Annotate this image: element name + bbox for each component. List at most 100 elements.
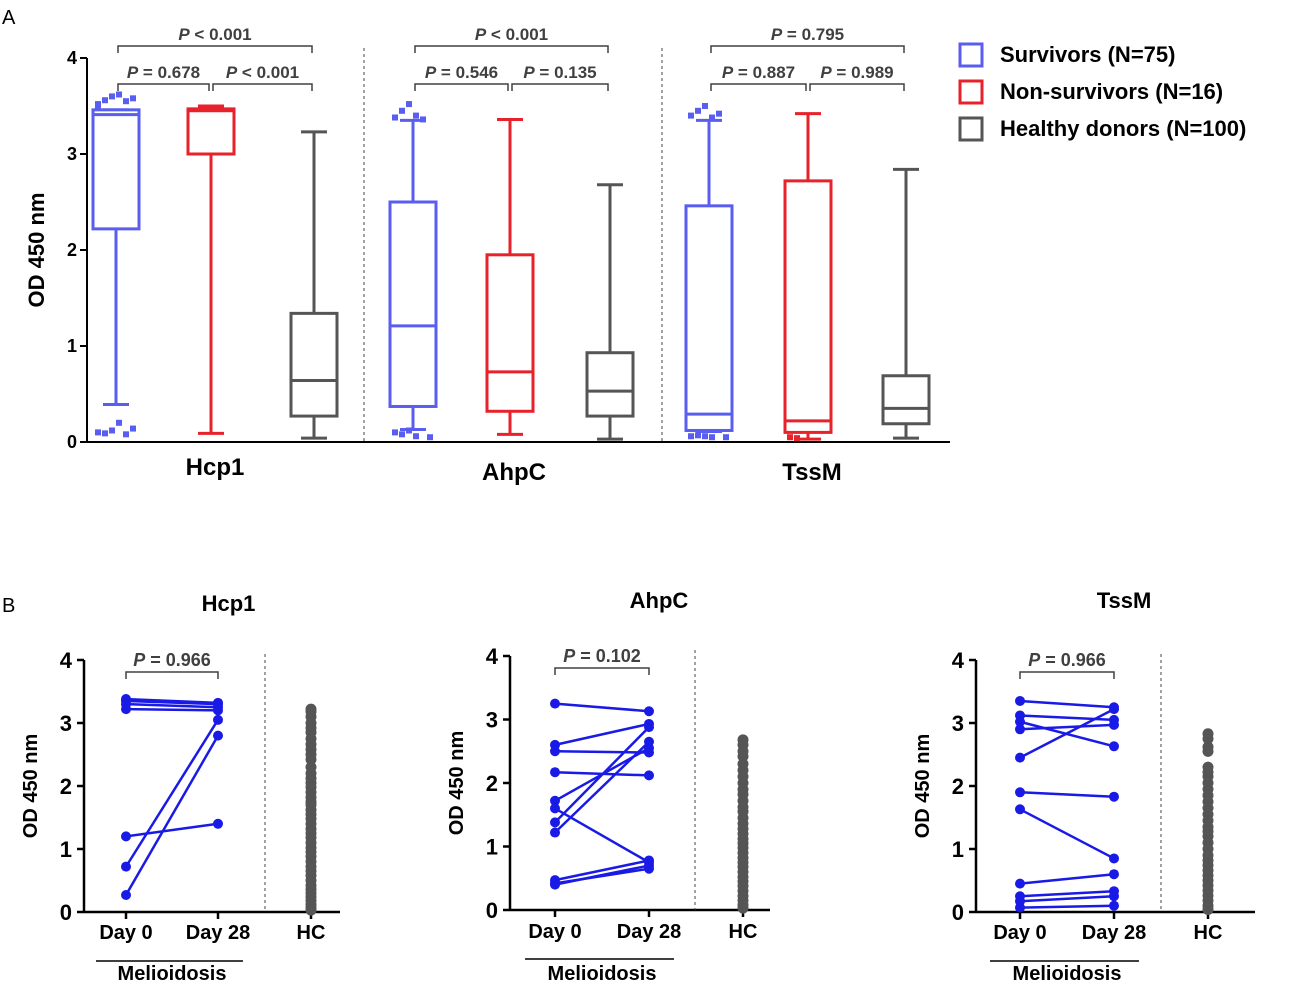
comparison-bracket: P = 0.989 bbox=[809, 63, 905, 91]
comparison-bracket: P = 0.795 bbox=[710, 25, 905, 53]
paired-line bbox=[125, 707, 219, 712]
y-tick-label: 1 bbox=[67, 336, 77, 356]
box-iqr bbox=[91, 108, 141, 231]
point-day28 bbox=[213, 714, 223, 725]
bracket-line bbox=[809, 83, 905, 91]
point-day28 bbox=[1109, 791, 1119, 802]
outlier-point bbox=[702, 103, 708, 109]
paired-line bbox=[1019, 714, 1115, 722]
legend: Survivors (N=75) Non-survivors (N=16) Heal… bbox=[958, 42, 1246, 142]
bracket-line bbox=[710, 83, 807, 91]
point-day0 bbox=[550, 746, 560, 757]
point-day0 bbox=[1015, 716, 1025, 727]
group-label-ahpc: AhpC bbox=[482, 459, 546, 486]
bracket-line bbox=[117, 83, 210, 91]
legend-label-1: Non-survivors (N=16) bbox=[1000, 79, 1223, 104]
box-hcp1-series-1 bbox=[186, 104, 236, 435]
point-day28 bbox=[213, 705, 223, 716]
x-category-label: Day 28 bbox=[186, 922, 251, 944]
outlier-point bbox=[427, 434, 433, 441]
paired-line bbox=[125, 697, 219, 705]
box-ahpc-series-2 bbox=[585, 183, 635, 441]
point-day28 bbox=[644, 770, 654, 781]
paired-line bbox=[554, 740, 650, 834]
y-tick-label: 0 bbox=[67, 432, 77, 452]
box-iqr bbox=[388, 200, 438, 408]
paired-line bbox=[554, 702, 650, 713]
paired-line bbox=[554, 750, 650, 754]
box-iqr bbox=[585, 351, 635, 418]
point-day28 bbox=[1109, 869, 1119, 880]
p-value-label: P = 0.989 bbox=[820, 63, 893, 82]
outlier-point bbox=[392, 114, 398, 121]
outlier-point bbox=[413, 112, 419, 119]
outlier-point bbox=[695, 432, 701, 439]
paired-line bbox=[125, 822, 219, 838]
bracket-line bbox=[414, 45, 609, 53]
bracket-line bbox=[554, 667, 650, 675]
outlier-point bbox=[420, 116, 426, 123]
paired-line bbox=[124, 734, 220, 896]
x-category-label: HC bbox=[729, 921, 758, 943]
p-value-label: P = 0.546 bbox=[425, 63, 498, 82]
paired-line bbox=[1019, 895, 1115, 903]
paired-line bbox=[1019, 723, 1115, 731]
bracket-line bbox=[125, 671, 219, 679]
point-day0 bbox=[550, 698, 560, 709]
box-iqr bbox=[485, 253, 535, 413]
outlier-point bbox=[406, 101, 412, 108]
box-iqr bbox=[186, 107, 236, 156]
outlier-point bbox=[123, 431, 129, 438]
group-label-melioidosis: Melioidosis bbox=[548, 963, 657, 985]
point-day0 bbox=[121, 889, 131, 900]
paired-line bbox=[554, 859, 650, 882]
y-axis-label: OD 450 nm bbox=[912, 734, 934, 838]
plot-title: Hcp1 bbox=[202, 591, 256, 616]
y-tick-label: 3 bbox=[67, 144, 77, 164]
point-day28 bbox=[213, 818, 223, 829]
outlier-point bbox=[413, 433, 419, 440]
outlier-point bbox=[716, 110, 722, 117]
bracket-line bbox=[511, 83, 609, 91]
p-value-label: P < 0.001 bbox=[178, 25, 251, 44]
box-tssm-series-0 bbox=[684, 103, 734, 441]
box-ahpc-series-1 bbox=[485, 117, 535, 436]
paired-line bbox=[125, 699, 219, 706]
outlier-point bbox=[688, 433, 694, 440]
y-tick-label: 3 bbox=[60, 711, 72, 736]
legend-swatch-0 bbox=[958, 42, 984, 68]
paired-line bbox=[1019, 699, 1115, 709]
y-tick-label: 1 bbox=[60, 837, 72, 862]
panel-b-paired-plots: Hcp1 0 1 2 3 4 OD 450 nm Day 0 Day 28 HC Melioidos… bbox=[20, 588, 1255, 985]
point-day0 bbox=[1015, 787, 1025, 798]
paired-line bbox=[1019, 791, 1115, 798]
y-tick-label: 3 bbox=[952, 711, 964, 736]
point-day0 bbox=[121, 704, 131, 715]
point-day28 bbox=[1109, 891, 1119, 902]
point-day0 bbox=[550, 817, 560, 828]
paired-plot-tssm: TssM 0 1 2 3 4 OD 450 nm Day 0 Day 28 HC Melioidos… bbox=[912, 588, 1255, 985]
paired-line bbox=[554, 722, 650, 747]
box-hcp1-series-2 bbox=[289, 130, 339, 440]
box-iqr bbox=[881, 374, 931, 426]
p-value-label: P = 0.966 bbox=[133, 650, 211, 670]
paired-line bbox=[1019, 808, 1115, 860]
bracket-line bbox=[414, 83, 509, 91]
legend-label-0: Survivors (N=75) bbox=[1000, 42, 1175, 67]
paired-line bbox=[1019, 904, 1115, 909]
y-axis-label: OD 450 nm bbox=[446, 731, 468, 835]
comparison-bracket: P < 0.001 bbox=[117, 25, 313, 53]
paired-line bbox=[1019, 872, 1115, 885]
comparison-bracket: P = 0.887 bbox=[710, 63, 807, 91]
paired-line bbox=[1019, 889, 1115, 898]
outlier-point bbox=[399, 107, 405, 114]
y-tick-label: 4 bbox=[486, 644, 499, 669]
outlier-point bbox=[695, 107, 701, 114]
x-category-label: Day 28 bbox=[1082, 922, 1147, 944]
group-label-melioidosis: Melioidosis bbox=[118, 963, 227, 985]
y-tick-label: 3 bbox=[486, 708, 498, 733]
legend-swatch-1 bbox=[958, 79, 984, 105]
outlier-point bbox=[116, 91, 122, 98]
plot-title: AhpC bbox=[630, 588, 689, 613]
